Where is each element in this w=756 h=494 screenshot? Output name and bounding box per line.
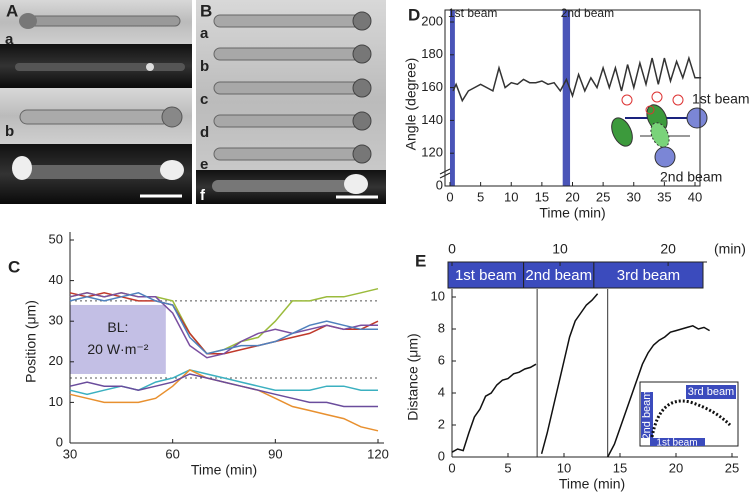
panel-label: B xyxy=(200,1,212,20)
x-tick-label: 10 xyxy=(504,189,518,204)
x-tick-label: 90 xyxy=(268,446,282,461)
x-tick-label: 20 xyxy=(565,189,579,204)
inset-label: 2nd beam xyxy=(641,391,653,440)
panel-label: D xyxy=(408,5,420,24)
y-tick-label: 180 xyxy=(421,46,443,61)
box-text: BL: xyxy=(107,319,128,335)
inset-label: 1st beam xyxy=(656,438,697,449)
x-tick-label: 60 xyxy=(165,446,179,461)
x-tick-label: 5 xyxy=(504,460,511,475)
x-tick-label: 25 xyxy=(596,189,610,204)
beam-block xyxy=(523,261,595,289)
series-line xyxy=(451,293,710,458)
box-text: 20 W·m⁻² xyxy=(87,341,148,357)
light-box xyxy=(70,304,166,374)
y-axis-label: Distance (μm) xyxy=(405,333,421,420)
panel-label: E xyxy=(415,251,426,270)
y-tick-label: 0 xyxy=(56,434,63,449)
series-line xyxy=(69,373,378,408)
y-tick-label: 2 xyxy=(438,416,445,431)
y-tick-label: 50 xyxy=(49,231,63,246)
diagram-label: 2nd beam xyxy=(660,169,722,185)
x-axis-label: Time (min) xyxy=(559,476,625,492)
sub-label: b xyxy=(5,123,14,140)
top-tick-label: 0 xyxy=(448,241,456,257)
y-tick-label: 8 xyxy=(438,320,445,335)
x-tick-label: 15 xyxy=(535,189,549,204)
x-tick-label: 30 xyxy=(63,446,77,461)
top-axis-label: (min) xyxy=(714,241,746,257)
y-tick-label: 30 xyxy=(49,313,63,328)
inset-label: 3rd beam xyxy=(688,386,734,398)
x-tick-label: 40 xyxy=(688,189,702,204)
x-tick-label: 20 xyxy=(669,460,683,475)
y-tick-label: 160 xyxy=(421,79,443,94)
x-tick-label: 0 xyxy=(446,189,453,204)
sub-label: f xyxy=(200,187,206,204)
y-tick-label: 0 xyxy=(436,177,443,192)
y-tick-label: 0 xyxy=(438,448,445,463)
y-tick-label: 200 xyxy=(421,13,443,28)
y-tick-label: 6 xyxy=(438,352,445,367)
series-line xyxy=(452,55,702,103)
x-tick-label: 25 xyxy=(725,460,739,475)
beam-name: 2nd beam xyxy=(525,267,592,284)
top-tick-label: 20 xyxy=(660,241,676,257)
inset xyxy=(639,381,739,447)
x-tick-label: 35 xyxy=(657,189,671,204)
y-axis-label: Position (μm) xyxy=(23,300,39,383)
beam-bar xyxy=(450,10,455,186)
x-tick-label: 0 xyxy=(448,460,455,475)
y-tick-label: 20 xyxy=(49,353,63,368)
y-tick-label: 4 xyxy=(438,384,445,399)
top-tick-label: 10 xyxy=(552,241,568,257)
sub-label: a xyxy=(5,31,14,48)
axis-break xyxy=(439,168,451,179)
y-tick-label: 40 xyxy=(49,272,63,287)
sub-label: c xyxy=(200,91,208,108)
diagram-label: 1st beam xyxy=(692,91,750,107)
panel-b-images xyxy=(196,0,386,204)
panel-label: A xyxy=(6,1,18,20)
y-tick-label: 10 xyxy=(49,394,63,409)
beam-bar xyxy=(562,10,571,186)
panel-a-images xyxy=(0,0,192,204)
beam-diagram xyxy=(611,91,708,168)
beam-name: 3rd beam xyxy=(617,267,680,284)
series-line xyxy=(69,292,378,359)
sub-label: a xyxy=(200,25,209,42)
sub-label: b xyxy=(200,58,209,75)
y-tick-label: 10 xyxy=(431,288,445,303)
y-axis-label: Angle (degree) xyxy=(403,58,419,151)
x-axis-label: Time (min) xyxy=(539,205,605,221)
panel-label: C xyxy=(8,257,20,276)
x-tick-label: 5 xyxy=(477,189,484,204)
y-tick-label: 140 xyxy=(421,112,443,127)
sub-label: d xyxy=(200,124,209,141)
sub-label: e xyxy=(200,156,208,173)
x-tick-label: 120 xyxy=(367,446,389,461)
series-line xyxy=(69,369,379,432)
beam-label: 2nd beam xyxy=(561,6,614,20)
x-tick-label: 30 xyxy=(627,189,641,204)
x-tick-label: 15 xyxy=(613,460,627,475)
x-axis-label: Time (min) xyxy=(191,462,257,478)
beam-name: 1st beam xyxy=(455,267,517,284)
series-line xyxy=(69,292,378,355)
x-tick-label: 10 xyxy=(557,460,571,475)
y-tick-label: 120 xyxy=(421,145,443,160)
beam-label: 1st beam xyxy=(448,6,497,20)
